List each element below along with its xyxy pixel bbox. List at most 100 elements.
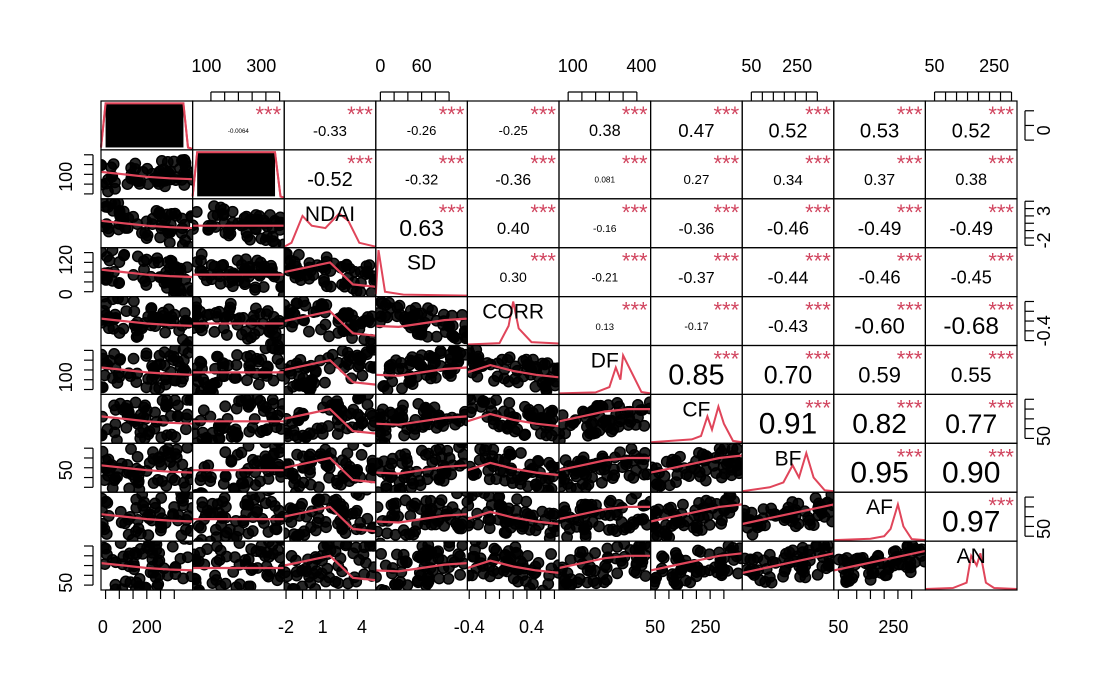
panel-r6-c4 <box>466 393 560 444</box>
scatter-point <box>167 354 180 366</box>
scatter-point <box>365 286 376 297</box>
scatter-points <box>284 541 376 590</box>
scatter-point <box>429 469 442 482</box>
variable-label-af: AF <box>866 496 893 519</box>
significance-stars: *** <box>988 102 1014 127</box>
scatter-point <box>851 552 864 565</box>
scatter-points <box>375 443 468 493</box>
panel-r8-c6 <box>649 491 743 542</box>
scatter-points <box>833 541 926 588</box>
scatter-point <box>288 583 301 590</box>
significance-stars: *** <box>714 200 740 225</box>
panel-r8-c3 <box>375 491 468 542</box>
scatter-point <box>231 349 243 361</box>
scatter-point <box>390 414 403 427</box>
scatter-point <box>559 473 571 486</box>
variable-label-cf: CF <box>682 398 710 421</box>
scatter-point <box>108 399 121 412</box>
scatter-point <box>650 483 659 493</box>
correlation-value: -0.46 <box>859 267 901 288</box>
scatter-points <box>192 541 285 590</box>
scatter-point <box>120 305 133 317</box>
significance-stars: *** <box>805 102 831 127</box>
scatter-point <box>599 508 612 521</box>
smoother-line <box>100 170 193 181</box>
scatter-point <box>387 497 400 510</box>
scatter-points <box>559 396 651 444</box>
scatter-point <box>101 542 112 555</box>
smoother-line <box>650 454 743 474</box>
scatter-point <box>581 564 594 577</box>
scatter-point <box>388 510 401 523</box>
density-fill <box>105 103 184 148</box>
correlation-value: -0.21 <box>591 272 618 285</box>
significance-stars: *** <box>530 200 556 225</box>
scatter-point <box>114 541 127 550</box>
density-curve <box>833 500 926 542</box>
scatter-point <box>611 541 624 553</box>
scatter-point <box>219 400 232 413</box>
bottom-tick-label: 0.4 <box>519 617 544 637</box>
scatter-point <box>601 542 614 555</box>
scatter-point <box>413 359 426 372</box>
scatter-point <box>178 492 190 500</box>
scatter-point <box>376 297 388 310</box>
scatter-point <box>312 571 325 583</box>
significance-stars: *** <box>988 200 1014 225</box>
scatter-point <box>636 458 649 471</box>
scatter-point <box>625 443 638 455</box>
scatter-point <box>611 567 624 580</box>
correlation-value: 0.38 <box>589 122 621 140</box>
scatter-point <box>564 419 577 432</box>
left-tick-label: 120 <box>56 245 76 275</box>
scatter-point <box>226 280 239 293</box>
scatter-points <box>467 394 559 444</box>
significance-stars: *** <box>714 298 740 323</box>
top-tick-label: 50 <box>925 56 945 76</box>
scatter-point <box>142 310 155 323</box>
scatter-point <box>587 427 600 440</box>
scatter-point <box>347 443 360 451</box>
significance-stars: *** <box>897 347 923 372</box>
scatter-points <box>192 248 285 297</box>
panel-r8-c1 <box>192 491 285 542</box>
scatter-point <box>361 512 374 525</box>
scatter-point <box>381 384 394 395</box>
scatter-point <box>185 210 193 222</box>
scatter-point <box>147 453 160 465</box>
density-fill <box>197 152 276 197</box>
correlation-value: -0.17 <box>684 321 708 333</box>
left-tick-label: 100 <box>56 162 76 192</box>
scatter-point <box>211 350 223 363</box>
scatter-point <box>586 416 599 429</box>
scatter-point <box>452 355 465 368</box>
scatter-point <box>271 409 284 422</box>
scatter-point <box>248 413 261 425</box>
scatter-point <box>175 375 188 388</box>
scatter-point <box>484 397 497 410</box>
scatter-point <box>132 475 145 488</box>
scatter-point <box>306 373 319 386</box>
scatter-point <box>503 445 516 458</box>
scatter-point <box>446 309 459 322</box>
scatter-point <box>381 469 394 482</box>
scatter-point <box>843 575 856 587</box>
scatter-point <box>303 383 316 395</box>
scatter-point <box>289 472 302 485</box>
top-tick-label: 0 <box>375 56 385 76</box>
scatter-point <box>483 522 496 535</box>
correlation-value: 0.52 <box>952 120 991 142</box>
scatter-point <box>446 501 459 514</box>
scatter-point <box>336 521 348 534</box>
scatter-point <box>284 566 292 579</box>
panel-r7-c0 <box>100 442 194 493</box>
correlation-value: 0.59 <box>858 362 901 387</box>
scatter-point <box>506 477 519 489</box>
right-tick-label: -2 <box>1034 232 1054 248</box>
scatter-point <box>261 423 274 436</box>
smoother-line <box>100 317 193 327</box>
scatter-point <box>593 520 605 533</box>
scatter-point <box>349 507 362 520</box>
scatter-point <box>176 154 188 167</box>
correlation-value: -0.36 <box>495 172 531 189</box>
